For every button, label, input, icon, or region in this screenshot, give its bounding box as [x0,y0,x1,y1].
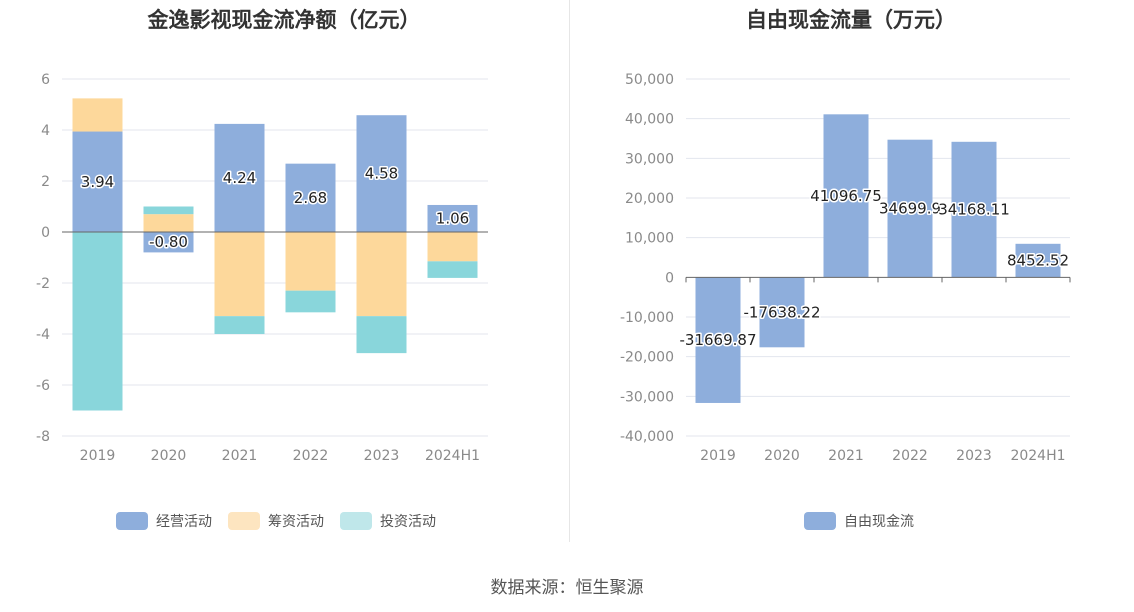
right-data-label: -31669.87 [680,331,757,349]
right-data-label: 8452.52 [1007,252,1069,270]
data-source-note: 数据来源：恒生聚源 [490,578,644,598]
left-data-label: 4.24 [223,169,256,187]
left-bar-2019-s2[interactable] [72,232,123,411]
right-bar-2024H1-s0[interactable] [1015,243,1061,278]
right-x-tick-label: 2023 [956,448,992,464]
left-data-label: -0.80 [149,233,188,251]
right-y-tick-label: 40,000 [625,112,674,128]
right-data-label: 34699.9 [879,200,941,218]
left-bar-2024H1-s0[interactable] [427,204,478,232]
left-y-tick-label: -6 [36,378,50,394]
right-y-tick-label: 20,000 [625,191,674,207]
left-bar-2022-s0[interactable] [285,163,336,232]
left-legend-swatch-0[interactable] [116,512,148,530]
left-legend-swatch-1[interactable] [228,512,260,530]
left-x-tick-label: 2019 [80,448,116,464]
right-y-tick-label: 50,000 [625,72,674,88]
right-data-label: 41096.75 [810,187,882,205]
left-data-label: 1.06 [436,209,469,227]
right-bar-2021-s0[interactable] [823,114,869,278]
left-y-tick-label: -2 [36,276,50,292]
right-bar-2019-s0[interactable] [695,277,741,403]
left-x-tick-label: 2020 [151,448,187,464]
left-chart-title: 金逸影视现金流净额（亿元） [147,8,421,32]
left-bar-2021-s1[interactable] [214,232,265,317]
right-y-tick-label: -20,000 [620,350,674,366]
left-bar-2023-s2[interactable] [356,316,407,354]
right-legend-swatch-0[interactable] [804,512,836,530]
left-data-label: 3.94 [81,173,114,191]
cash-flow-net-chart: 6 4 2 0 -2 -4 -6 -8 3.94 -0.80 4.24 2.68 4.58 1.06 201… [36,72,488,530]
right-chart-title: 自由现金流量（万元） [746,8,956,32]
left-bar-2021-s0[interactable] [214,123,265,232]
left-x-tick-label: 2022 [293,448,329,464]
left-y-tick-label: -4 [36,327,50,343]
right-y-tick-label: -40,000 [620,429,674,445]
left-y-tick-label: 0 [41,225,50,241]
left-bar-2023-s0[interactable] [356,115,407,232]
right-bar-2023-s0[interactable] [951,141,997,278]
left-bar-2023-s1[interactable] [356,232,407,317]
left-legend-label-2[interactable]: 投资活动 [380,514,436,530]
right-legend-label-0[interactable]: 自由现金流 [844,514,914,530]
left-bar-2022-s2[interactable] [285,290,336,313]
left-y-tick-label: 4 [41,123,50,139]
left-bar-2019-s1[interactable] [72,98,123,132]
right-x-tick-label: 2020 [764,448,800,464]
left-bar-2019-s0[interactable] [72,131,123,232]
right-bar-2020-s0[interactable] [759,277,805,348]
left-x-tick-label: 2023 [364,448,400,464]
left-bar-2024H1-s2[interactable] [427,261,478,278]
left-bar-2020-s2[interactable] [143,206,194,215]
left-bar-2020-s0[interactable] [143,232,194,253]
right-y-tick-label: 30,000 [625,151,674,167]
left-bar-2022-s1[interactable] [285,232,336,291]
left-bar-2021-s2[interactable] [214,316,265,334]
left-y-tick-label: 2 [41,174,50,190]
left-legend-label-1[interactable]: 筹资活动 [268,513,324,530]
left-y-tick-label: -8 [36,429,50,445]
left-y-tick-label: 6 [41,72,50,88]
right-data-label: 34168.11 [938,201,1010,219]
right-x-tick-label: 2019 [700,448,736,464]
left-data-label: 2.68 [294,189,327,207]
right-y-tick-label: -30,000 [620,389,674,405]
right-x-tick-label: 2024H1 [1010,448,1065,464]
left-bar-2024H1-s1[interactable] [427,232,478,262]
left-legend-label-0[interactable]: 经营活动 [156,514,212,530]
right-x-tick-label: 2022 [892,448,928,464]
right-bar-2022-s0[interactable] [887,139,933,278]
right-y-tick-label: -10,000 [620,310,674,326]
right-x-tick-label: 2021 [828,448,864,464]
left-x-tick-label: 2021 [222,448,258,464]
right-data-label: -17638.22 [744,303,821,321]
left-bar-2020-s1[interactable] [143,214,194,232]
left-data-label: 4.58 [365,165,398,183]
right-y-tick-label: 10,000 [625,231,674,247]
left-legend-swatch-2[interactable] [340,512,372,530]
left-x-tick-label: 2024H1 [425,448,480,464]
free-cash-flow-chart: 50,000 40,000 30,000 20,000 10,000 0 -10,000 -2… [620,72,1071,530]
chart-divider [569,0,570,542]
right-y-tick-label: 0 [665,270,674,286]
